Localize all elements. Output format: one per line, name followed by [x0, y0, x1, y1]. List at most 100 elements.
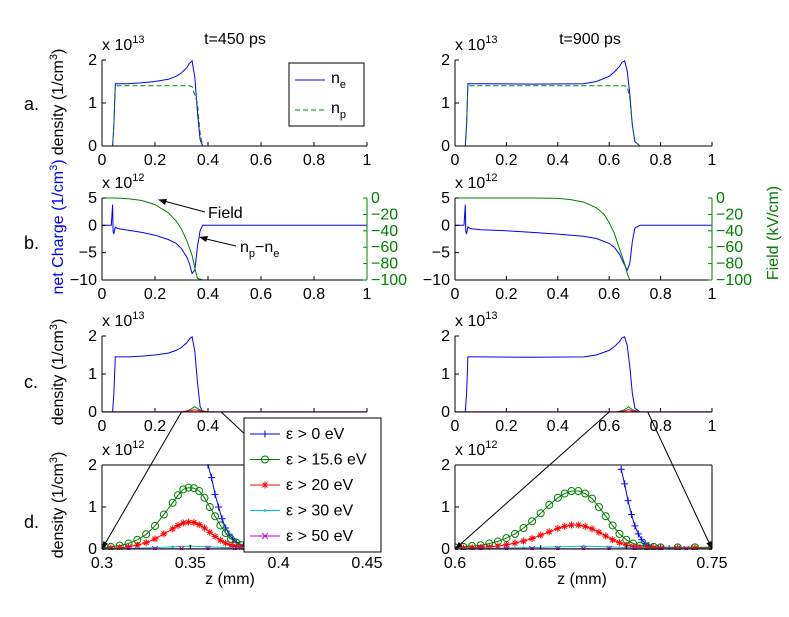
series-line-n_e [455, 60, 712, 147]
legend-d: ε > 0 eV ε > 15.6 eV ε > 20 eV ε > 30 eV ε >… [243, 417, 382, 553]
x-tick-label: 1 [363, 286, 372, 303]
marker-eps>20 [142, 539, 150, 547]
exponent-power: 12 [485, 439, 497, 451]
y-tick-label: 0 [441, 541, 450, 558]
right-y-tick-label: −40 [716, 223, 743, 240]
marker-eps>15.6 [159, 510, 168, 519]
marker-eps>0 [215, 503, 223, 511]
annotation-charge: np−ne [240, 239, 279, 260]
x-tick-label: 0 [98, 418, 107, 435]
exponent-power: 13 [485, 34, 497, 46]
right-y-tick-label: −80 [716, 256, 743, 273]
exponent-base: x 10 [455, 175, 485, 192]
y-tick-label: 0 [88, 541, 97, 558]
marker-eps>20 [190, 519, 198, 527]
panel-c-right: 0 0.2 0.4 0.6 0.8 1 0 1 2 x 1013 [441, 310, 716, 435]
x-tick-label: 0.2 [144, 286, 166, 303]
x-tick-label: 0.2 [495, 418, 517, 435]
x-tick-label: 0.4 [268, 555, 290, 572]
marker-eps>30 [171, 545, 174, 549]
y-tick-label: 2 [441, 52, 450, 69]
legend-label: ε > 50 eV [286, 528, 354, 545]
exponent-base: x 10 [102, 442, 132, 459]
y-tick-label: 5 [441, 190, 450, 207]
series-line-Field [455, 197, 712, 281]
series-group [102, 197, 367, 281]
x-tick-label: 0.4 [547, 286, 569, 303]
exponent-power: 12 [132, 439, 144, 451]
marker-eps>15.6 [708, 543, 712, 550]
ylabel-d: density (1/cm3) [48, 452, 67, 559]
annotations: Field np−ne [158, 199, 279, 260]
marker-eps>15.6 [545, 500, 554, 509]
marker-eps>20 [125, 543, 132, 550]
y-tick-label: −10 [70, 272, 97, 289]
y-tick-label: 0 [88, 404, 97, 421]
marker-eps>20 [200, 524, 208, 532]
x-tick-label: 0 [98, 152, 107, 169]
marker-eps>20 [520, 537, 528, 545]
marker-eps>20 [133, 541, 141, 549]
x-tick-label: 0.35 [175, 555, 206, 572]
marker-eps>20 [227, 541, 235, 549]
marker-eps>20 [211, 532, 219, 540]
x-tick-label: 0.4 [547, 152, 569, 169]
right-y-tick-label: −100 [716, 272, 752, 289]
y-tick-label: 0 [441, 217, 450, 234]
x-tick-label: 0.4 [197, 152, 219, 169]
exponent-base: x 10 [455, 442, 485, 459]
legend-box [288, 62, 365, 127]
legend-label-n_e: ne [331, 70, 346, 91]
panel-b-right: 0 0.2 0.4 0.6 0.8 150−5−100−20−40−60−80−100x … [423, 172, 752, 303]
marker-eps>15.6 [553, 493, 562, 502]
y-tick-label: 1 [88, 499, 97, 516]
row-label-b: b. [24, 233, 39, 253]
legend-label: ε > 30 eV [286, 503, 354, 520]
marker-eps>20 [574, 521, 582, 529]
y-tick-label: 2 [88, 457, 97, 474]
marker-eps>0 [631, 522, 639, 530]
x-tick-label: 0.2 [495, 286, 517, 303]
x-tick-label: 0.8 [649, 286, 671, 303]
marker-eps>20 [554, 524, 562, 532]
marker-eps>20 [238, 543, 246, 550]
y-tick-label: −10 [423, 272, 450, 289]
x-tick-label: 0.8 [649, 418, 671, 435]
marker-eps>15.6 [168, 498, 177, 507]
marker-eps>20 [537, 531, 545, 539]
row-label-a: a. [24, 94, 39, 114]
exponent-label: x 1013 [102, 310, 145, 330]
y-tick-label: 1 [441, 95, 450, 112]
x-tick-label: 1 [708, 152, 717, 169]
series-line-np-ne [102, 204, 367, 275]
exponent-label: x 1013 [455, 310, 498, 330]
zoom-line [101, 411, 182, 550]
y-tick-label: 0 [441, 138, 450, 155]
right-y-tick-label: −60 [371, 239, 398, 256]
marker-eps>15.6 [195, 487, 204, 496]
marker-eps>20 [588, 525, 596, 533]
marker-eps>20 [615, 539, 623, 547]
marker-eps>0 [621, 480, 629, 488]
legend-label: ε > 0 eV [286, 426, 345, 443]
marker-eps>0 [627, 511, 635, 519]
xlabel-d-left: z (mm) [205, 571, 255, 588]
marker-eps>20 [568, 521, 576, 529]
marker-eps>20 [222, 539, 230, 547]
x-tick-label: 0.6 [444, 555, 466, 572]
marker-eps>15.6 [536, 509, 545, 518]
x-tick-label: 0.4 [197, 418, 219, 435]
y-tick-label: 0 [88, 138, 97, 155]
series-group [455, 60, 712, 147]
ylabel-b: net Charge (1/cm3) [48, 159, 67, 294]
annotation-arrow-field [159, 199, 206, 213]
marker-eps>0 [211, 490, 219, 498]
marker-eps>15.6 [528, 517, 537, 526]
x-tick-label: 1 [363, 152, 372, 169]
marker-eps>15.6 [151, 521, 159, 530]
legend-label: ε > 15.6 eV [286, 452, 367, 469]
x-tick-label: 0.6 [250, 286, 272, 303]
marker-eps>20 [609, 536, 617, 544]
right-y-tick-label: 0 [371, 190, 380, 207]
